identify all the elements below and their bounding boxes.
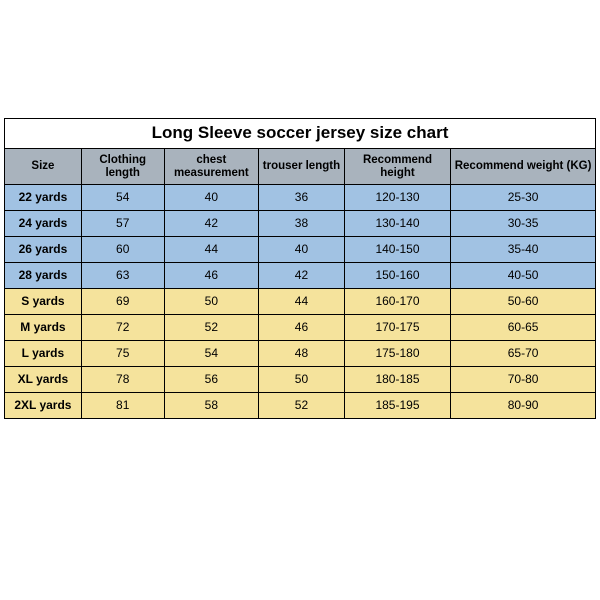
cell: 52 xyxy=(259,393,345,419)
cell: 30-35 xyxy=(451,211,596,237)
cell: 65-70 xyxy=(451,341,596,367)
cell: 50 xyxy=(164,289,259,315)
cell: 70-80 xyxy=(451,367,596,393)
table-row: 2XL yards 81 58 52 185-195 80-90 xyxy=(5,393,596,419)
table-row: 24 yards 57 42 38 130-140 30-35 xyxy=(5,211,596,237)
cell: 44 xyxy=(259,289,345,315)
cell-size: XL yards xyxy=(5,367,82,393)
page: Long Sleeve soccer jersey size chart Siz… xyxy=(0,0,600,600)
cell: 60 xyxy=(81,237,164,263)
cell: 42 xyxy=(164,211,259,237)
cell: 48 xyxy=(259,341,345,367)
cell: 75 xyxy=(81,341,164,367)
cell: 50 xyxy=(259,367,345,393)
table-row: S yards 69 50 44 160-170 50-60 xyxy=(5,289,596,315)
table-row: M yards 72 52 46 170-175 60-65 xyxy=(5,315,596,341)
cell: 40 xyxy=(259,237,345,263)
col-trouser: trouser length xyxy=(259,149,345,185)
cell-size: S yards xyxy=(5,289,82,315)
cell: 58 xyxy=(164,393,259,419)
table-row: 28 yards 63 46 42 150-160 40-50 xyxy=(5,263,596,289)
cell: 180-185 xyxy=(344,367,450,393)
col-chest: chest measurement xyxy=(164,149,259,185)
cell: 38 xyxy=(259,211,345,237)
table-row: 22 yards 54 40 36 120-130 25-30 xyxy=(5,185,596,211)
cell: 52 xyxy=(164,315,259,341)
cell: 36 xyxy=(259,185,345,211)
cell-size: 22 yards xyxy=(5,185,82,211)
col-rec-weight: Recommend weight (KG) xyxy=(451,149,596,185)
cell: 46 xyxy=(164,263,259,289)
cell: 72 xyxy=(81,315,164,341)
chart-title: Long Sleeve soccer jersey size chart xyxy=(5,119,596,149)
cell: 40 xyxy=(164,185,259,211)
cell-size: L yards xyxy=(5,341,82,367)
cell: 81 xyxy=(81,393,164,419)
cell: 40-50 xyxy=(451,263,596,289)
cell: 35-40 xyxy=(451,237,596,263)
cell: 46 xyxy=(259,315,345,341)
cell: 185-195 xyxy=(344,393,450,419)
cell: 56 xyxy=(164,367,259,393)
cell: 120-130 xyxy=(344,185,450,211)
cell-size: 26 yards xyxy=(5,237,82,263)
cell-size: 2XL yards xyxy=(5,393,82,419)
cell: 130-140 xyxy=(344,211,450,237)
cell-size: M yards xyxy=(5,315,82,341)
table-row: XL yards 78 56 50 180-185 70-80 xyxy=(5,367,596,393)
table-row: 26 yards 60 44 40 140-150 35-40 xyxy=(5,237,596,263)
cell: 69 xyxy=(81,289,164,315)
cell: 63 xyxy=(81,263,164,289)
col-size: Size xyxy=(5,149,82,185)
cell-size: 28 yards xyxy=(5,263,82,289)
cell: 80-90 xyxy=(451,393,596,419)
cell: 78 xyxy=(81,367,164,393)
cell-size: 24 yards xyxy=(5,211,82,237)
size-chart: Long Sleeve soccer jersey size chart Siz… xyxy=(4,118,596,419)
cell: 60-65 xyxy=(451,315,596,341)
cell: 140-150 xyxy=(344,237,450,263)
col-rec-height: Recommend height xyxy=(344,149,450,185)
cell: 54 xyxy=(164,341,259,367)
header-row: Size Clothing length chest measurement t… xyxy=(5,149,596,185)
table-row: L yards 75 54 48 175-180 65-70 xyxy=(5,341,596,367)
cell: 170-175 xyxy=(344,315,450,341)
cell: 25-30 xyxy=(451,185,596,211)
table-body: 22 yards 54 40 36 120-130 25-30 24 yards… xyxy=(5,185,596,419)
cell: 44 xyxy=(164,237,259,263)
cell: 57 xyxy=(81,211,164,237)
cell: 50-60 xyxy=(451,289,596,315)
cell: 150-160 xyxy=(344,263,450,289)
cell: 42 xyxy=(259,263,345,289)
cell: 54 xyxy=(81,185,164,211)
col-clothing-length: Clothing length xyxy=(81,149,164,185)
cell: 160-170 xyxy=(344,289,450,315)
size-table: Long Sleeve soccer jersey size chart Siz… xyxy=(4,118,596,419)
cell: 175-180 xyxy=(344,341,450,367)
